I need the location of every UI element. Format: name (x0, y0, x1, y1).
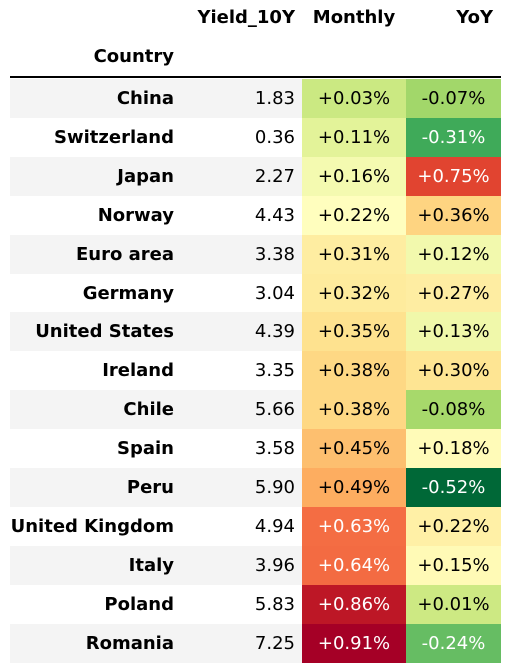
yoy-cell: -0.08% (406, 390, 501, 430)
table-row: Romania 7.25 +0.91% -0.24% (10, 623, 501, 663)
monthly-cell: +0.38% (302, 351, 406, 391)
country-label: Romania (85, 632, 174, 654)
yield-value: 4.39 (254, 321, 295, 343)
table-row: United States 4.39 +0.35% +0.13% (10, 312, 501, 352)
table-row: Spain 3.58 +0.45% +0.18% (10, 429, 501, 469)
country-label: Norway (97, 204, 174, 226)
table-row: China 1.83 +0.03% -0.07% (10, 79, 501, 118)
header-country: Country (93, 46, 174, 67)
table-row: Poland 5.83 +0.86% +0.01% (10, 584, 501, 624)
yield-value: 5.90 (254, 477, 295, 498)
table-row: Switzerland 0.36 +0.11% -0.31% (10, 117, 501, 157)
table-row: Germany 3.04 +0.32% +0.27% (10, 273, 501, 313)
header-yoy: YoY (456, 7, 493, 28)
table-row: Japan 2.27 +0.16% +0.75% (10, 156, 501, 196)
monthly-cell: +0.31% (302, 234, 406, 274)
yoy-cell: +0.15% (406, 545, 501, 585)
yield-value: 3.35 (254, 360, 295, 382)
monthly-cell: +0.11% (302, 117, 406, 157)
yoy-cell: -0.31% (406, 117, 501, 157)
yoy-cell: +0.18% (406, 429, 501, 469)
country-label: Switzerland (54, 126, 174, 148)
table-row: Norway 4.43 +0.22% +0.36% (10, 195, 501, 235)
table-row: Ireland 3.35 +0.38% +0.30% (10, 351, 501, 391)
yoy-cell: +0.36% (406, 195, 501, 235)
monthly-cell: +0.38% (302, 390, 406, 430)
yield-value: 3.96 (254, 554, 295, 576)
country-label: Spain (117, 438, 174, 460)
country-label: Chile (123, 399, 174, 421)
yoy-cell: +0.13% (406, 312, 501, 352)
monthly-cell: +0.64% (302, 545, 406, 585)
country-label: Japan (117, 165, 174, 187)
yield-value: 3.04 (254, 282, 295, 304)
monthly-cell: +0.63% (302, 506, 406, 546)
yield-value: 0.36 (254, 126, 295, 148)
monthly-cell: +0.86% (302, 584, 406, 624)
country-label: Italy (128, 554, 174, 576)
yoy-cell: +0.27% (406, 273, 501, 313)
country-label: China (116, 88, 174, 109)
country-label: Ireland (102, 360, 174, 382)
header-yield: Yield_10Y (197, 7, 295, 28)
monthly-cell: +0.91% (302, 623, 406, 663)
table-row: United Kingdom 4.94 +0.63% +0.22% (10, 506, 501, 546)
yield-value: 4.94 (254, 515, 295, 537)
table-row: Peru 5.90 +0.49% -0.52% (10, 468, 501, 507)
yield-value: 5.66 (254, 399, 295, 421)
table-row: Italy 3.96 +0.64% +0.15% (10, 545, 501, 585)
monthly-cell: +0.49% (302, 468, 406, 507)
yield-value: 5.83 (254, 593, 295, 615)
yield-value: 7.25 (254, 632, 295, 654)
yoy-cell: -0.07% (406, 79, 501, 118)
yield-value: 2.27 (254, 165, 295, 187)
table-row: Chile 5.66 +0.38% -0.08% (10, 390, 501, 430)
yield-value: 3.58 (254, 438, 295, 460)
yoy-cell: -0.52% (406, 468, 501, 507)
monthly-cell: +0.35% (302, 312, 406, 352)
yield-value: 4.43 (254, 204, 295, 226)
monthly-cell: +0.22% (302, 195, 406, 235)
yoy-cell: -0.24% (406, 623, 501, 663)
yoy-cell: +0.30% (406, 351, 501, 391)
country-label: Germany (82, 282, 174, 304)
yoy-cell: +0.22% (406, 506, 501, 546)
country-label: Euro area (76, 243, 174, 265)
monthly-cell: +0.45% (302, 429, 406, 469)
yoy-cell: +0.75% (406, 156, 501, 196)
header-monthly: Monthly (312, 7, 396, 28)
yoy-cell: +0.01% (406, 584, 501, 624)
monthly-cell: +0.03% (302, 79, 406, 118)
table-row: Euro area 3.38 +0.31% +0.12% (10, 234, 501, 274)
header-rule (10, 76, 501, 78)
yoy-cell: +0.12% (406, 234, 501, 274)
yield-value: 3.38 (254, 243, 295, 265)
monthly-cell: +0.32% (302, 273, 406, 313)
yield-value: 1.83 (254, 88, 295, 109)
country-label: United Kingdom (10, 515, 174, 537)
monthly-cell: +0.16% (302, 156, 406, 196)
country-label: United States (35, 321, 174, 343)
country-label: Poland (104, 593, 174, 615)
country-label: Peru (126, 477, 174, 498)
